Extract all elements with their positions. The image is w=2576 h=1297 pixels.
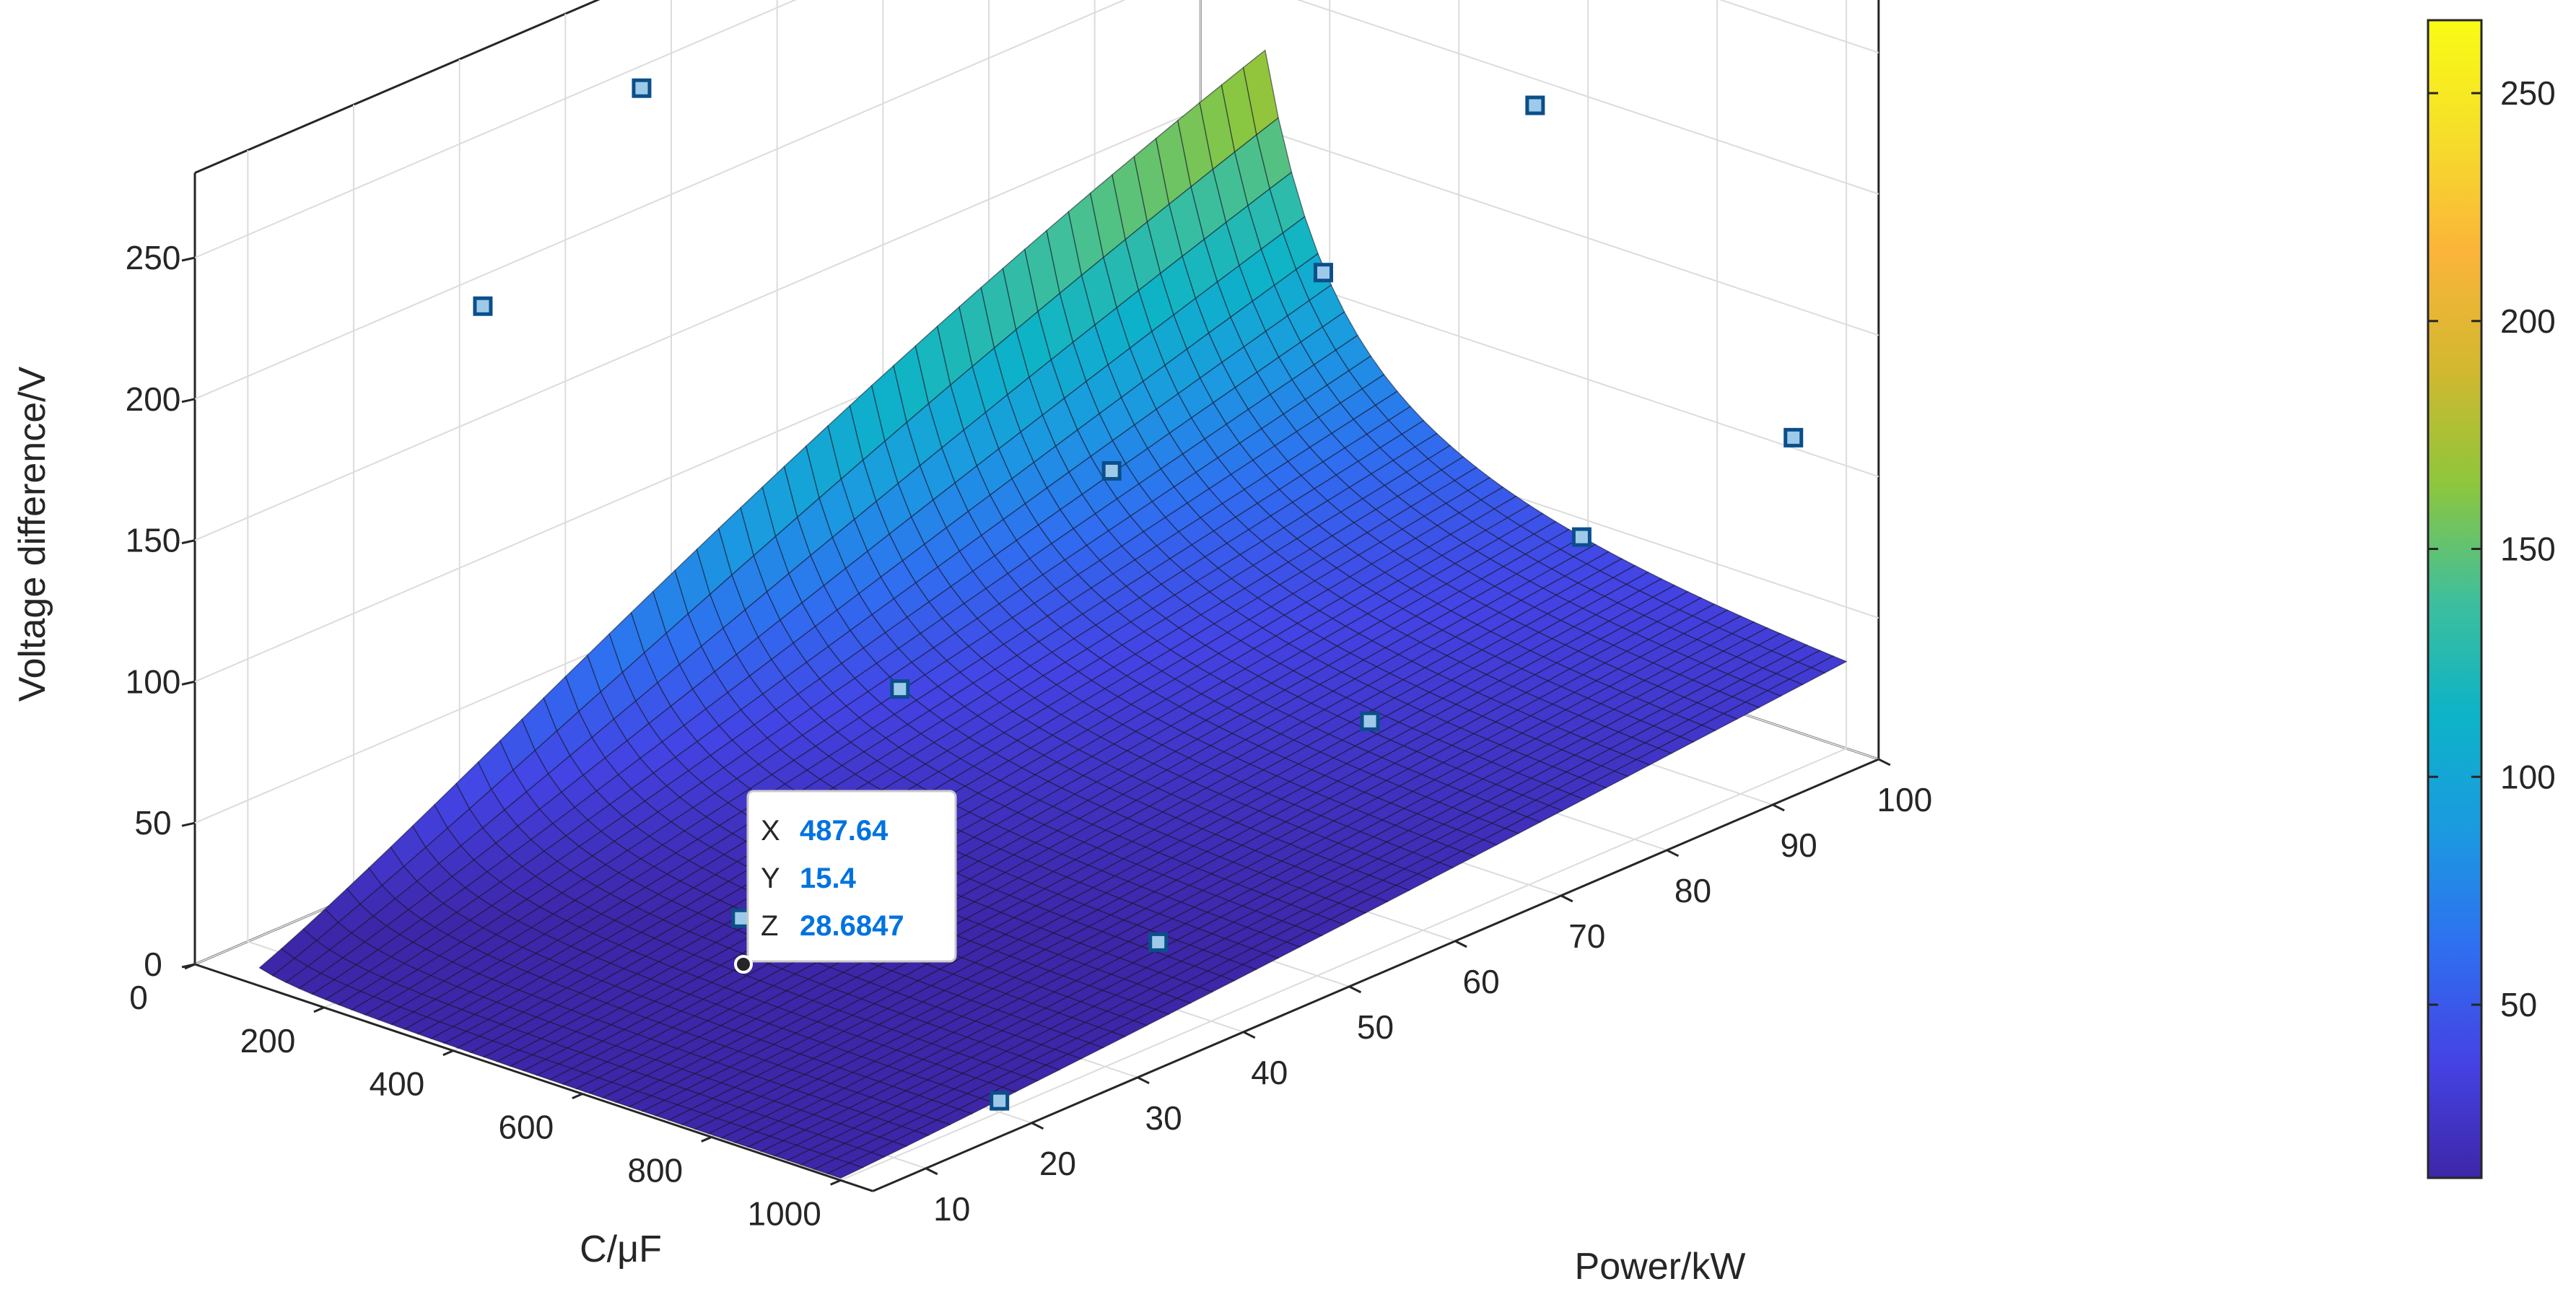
y-tick-label: 40	[1251, 1054, 1288, 1091]
grid-line-z	[1296, 0, 1879, 195]
x-tick-label: 600	[498, 1109, 554, 1146]
datatip-marker	[734, 955, 753, 974]
box-edge	[872, 758, 1879, 1192]
x-tick-label: 0	[129, 979, 148, 1016]
colorbar-tick-label: 100	[2500, 758, 2556, 795]
colorbar-tick-label: 200	[2500, 302, 2556, 340]
x-tick-label: 1000	[748, 1195, 821, 1232]
z-tick-mark	[181, 398, 196, 403]
scatter-point	[632, 78, 652, 98]
tick-labels: 0 50 100 150 200 250 0 200 400 600 800 1000 10 20 30 40…	[126, 239, 1933, 1232]
scatter-point	[1525, 95, 1545, 115]
z-tick-label: 250	[126, 239, 181, 276]
colorbar-tick-label: 50	[2500, 986, 2537, 1023]
x-tick-mark	[572, 1093, 583, 1099]
y-tick-label: 10	[933, 1190, 970, 1228]
box-edge	[194, 963, 873, 1192]
z-tick-label: 150	[126, 522, 181, 559]
z-tick-label: 200	[126, 380, 181, 418]
y-tick-mark	[1878, 758, 1891, 767]
scatter-point	[1314, 263, 1334, 283]
x-tick-mark	[701, 1136, 712, 1143]
datatip[interactable]: X 487.64 Y 15.4 Z 28.6847	[734, 790, 957, 974]
scatter-point	[1783, 427, 1804, 447]
y-tick-mark	[1031, 1122, 1044, 1130]
x-tick-label: 200	[240, 1022, 296, 1060]
x-axis-label: C/μF	[580, 1228, 662, 1270]
y-tick-mark	[1772, 803, 1785, 812]
datatip-y-value: 15.4	[800, 863, 857, 894]
datatip-box	[746, 790, 957, 963]
grid-line-z	[194, 0, 797, 258]
z-tick-mark	[181, 256, 196, 262]
scatter-point	[1571, 527, 1592, 547]
y-tick-mark	[925, 1167, 938, 1176]
colorbar-tick-label: 250	[2500, 74, 2556, 112]
x-tick-label: 400	[370, 1065, 425, 1103]
z-tick-label: 100	[126, 663, 181, 700]
z-tick-mark	[181, 680, 196, 686]
scatter-point	[1360, 711, 1380, 731]
scatter-point	[1148, 932, 1169, 952]
y-tick-label: 20	[1039, 1145, 1076, 1182]
z-tick-label: 50	[134, 804, 171, 842]
datatip-z-value: 28.6847	[800, 910, 904, 942]
z-tick-label: 0	[144, 946, 162, 983]
grid-line-z	[194, 0, 1126, 400]
y-tick-mark	[1666, 849, 1680, 857]
y-tick-mark	[1454, 940, 1467, 948]
y-axis-label: Power/kW	[1575, 1246, 1746, 1288]
datatip-x-value: 487.64	[800, 815, 888, 847]
y-tick-label: 30	[1145, 1099, 1182, 1137]
y-tick-label: 80	[1675, 872, 1711, 909]
y-tick-label: 50	[1357, 1008, 1394, 1046]
z-tick-mark	[181, 821, 196, 827]
x-tick-mark	[313, 1006, 325, 1013]
x-tick-label: 800	[627, 1151, 683, 1189]
scatter-markers	[473, 78, 1804, 1111]
colorbar-tick-label: 150	[2500, 530, 2556, 568]
surface-mesh	[258, 49, 1848, 1179]
datatip-y-label: Y	[761, 863, 780, 894]
y-tick-mark	[1243, 1031, 1256, 1039]
y-tick-label: 90	[1781, 826, 1817, 864]
scatter-point	[473, 296, 493, 316]
grid-line-z	[194, 108, 1201, 541]
colorbar: 50 100 150 200 250	[2427, 19, 2556, 1179]
grid-line-z	[1200, 108, 1879, 336]
datatip-z-label: Z	[761, 910, 778, 942]
scatter-point	[890, 679, 910, 699]
z-axis-label: Voltage difference/V	[12, 366, 53, 702]
y-tick-label: 60	[1463, 963, 1500, 1000]
x-tick-mark	[830, 1179, 842, 1186]
grid-line-z	[1719, 0, 1879, 53]
y-tick-label: 100	[1877, 781, 1932, 818]
colorbar-ticks: 50 100 150 200 250	[2428, 74, 2556, 1023]
box-edge	[194, 0, 601, 174]
y-tick-mark	[1137, 1076, 1150, 1085]
colorbar-gradient	[2427, 19, 2483, 1179]
axes-box-front	[194, 758, 1879, 1192]
scatter-point	[1101, 460, 1122, 481]
x-tick-mark	[442, 1049, 454, 1057]
scatter-point	[990, 1091, 1010, 1111]
surface-patch	[826, 1162, 864, 1179]
y-tick-mark	[1560, 894, 1573, 903]
y-tick-label: 70	[1568, 917, 1605, 955]
datatip-x-label: X	[761, 815, 780, 847]
x-tick-mark	[184, 963, 196, 970]
y-tick-mark	[1348, 985, 1362, 994]
z-tick-mark	[181, 539, 196, 545]
